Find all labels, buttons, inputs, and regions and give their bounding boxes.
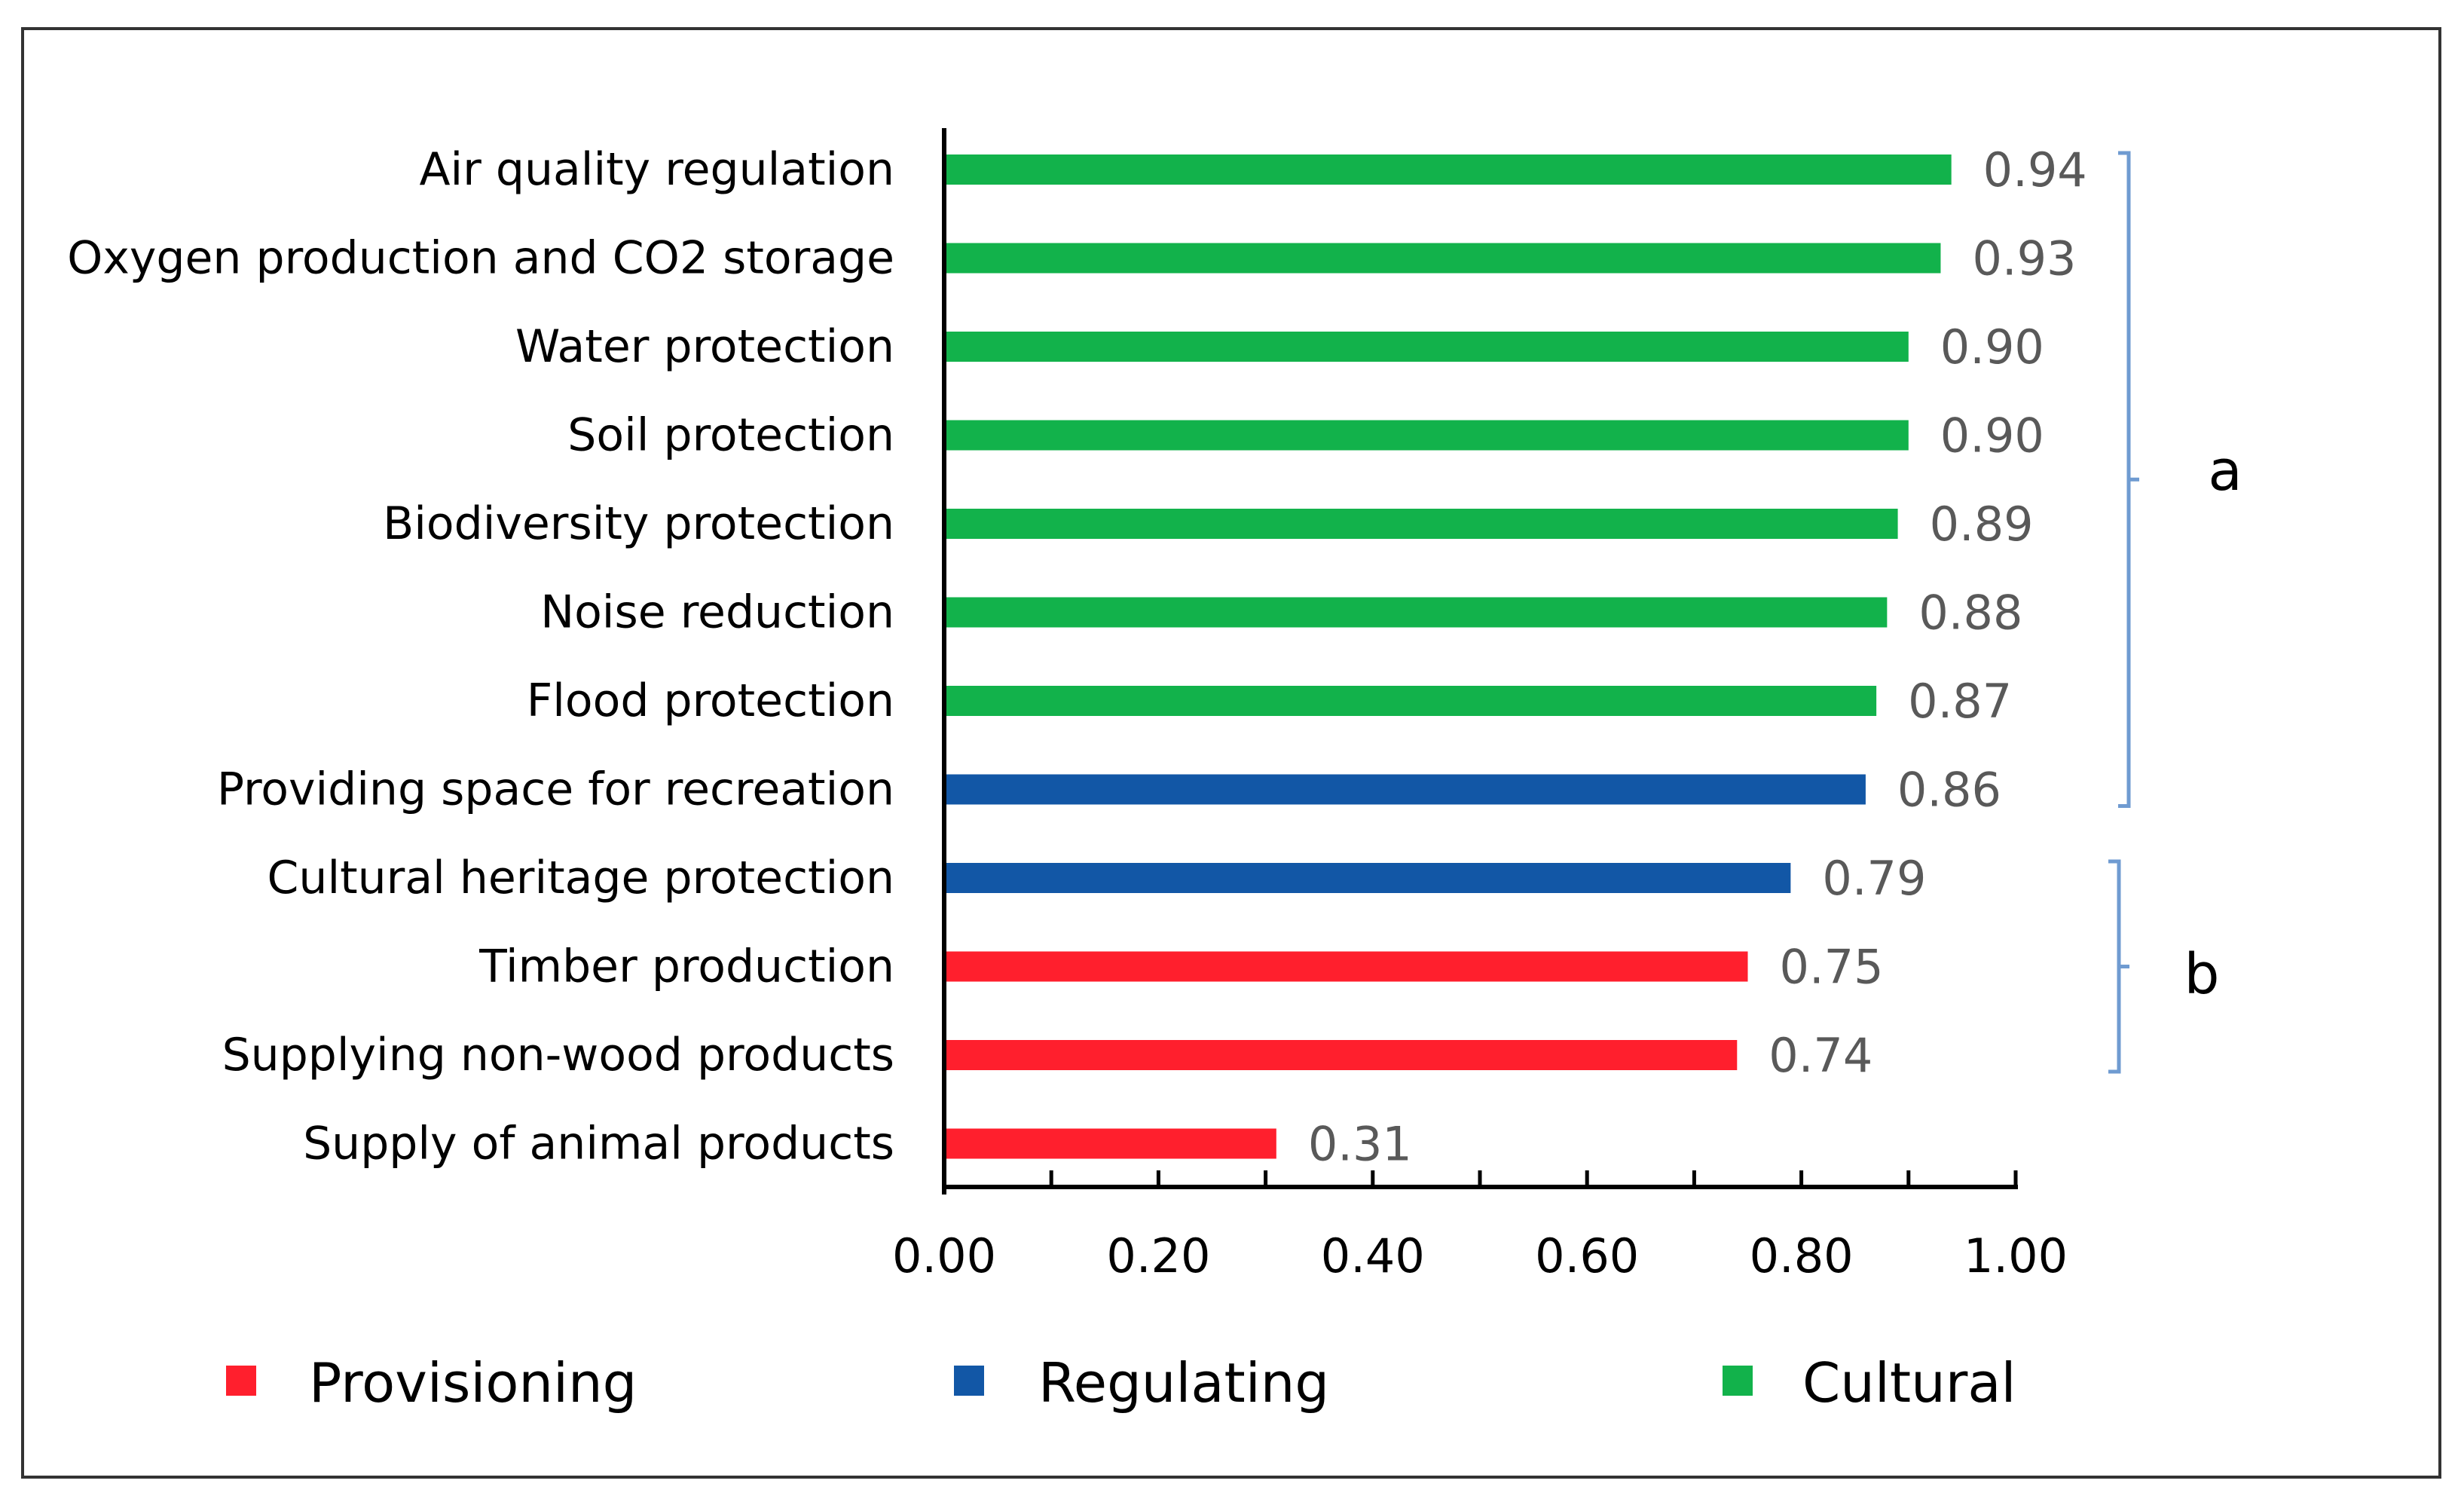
category-label-providing-space-for-recreation: Providing space for recreation (217, 763, 894, 816)
x-axis: 0.00 0.20 0.40 0.60 0.80 1.00 (892, 128, 2068, 1283)
category-label-flood-protection: Flood protection (527, 674, 894, 727)
value-label-supplying-non-wood-products: 0.74 (1769, 1028, 1872, 1083)
value-label-air-quality-regulation: 0.94 (1983, 142, 2087, 197)
value-label-oxygen-production-and-co2-storage: 0.93 (1972, 231, 2076, 286)
value-label-noise-reduction: 0.88 (1918, 586, 2022, 641)
legend: Provisioning Regulating Cultural (226, 1351, 2016, 1415)
value-label-providing-space-for-recreation: 0.86 (1897, 763, 2001, 818)
bar-cultural-heritage-protection (944, 863, 1791, 893)
x-tick-label-0-60: 0.60 (1535, 1228, 1639, 1283)
legend-label-regulating: Regulating (1038, 1351, 1329, 1415)
legend-swatch-regulating (954, 1366, 984, 1396)
category-label-water-protection: Water protection (515, 320, 894, 373)
bar-providing-space-for-recreation (944, 774, 1866, 805)
value-label-supply-of-animal-products: 0.31 (1308, 1117, 1412, 1172)
category-label-supplying-non-wood-products: Supplying non-wood products (222, 1029, 894, 1081)
x-tick-label-1-00: 1.00 (1964, 1228, 2068, 1283)
legend-label-provisioning: Provisioning (309, 1351, 637, 1415)
x-tick-label-0-40: 0.40 (1321, 1228, 1425, 1283)
legend-swatch-provisioning (226, 1366, 256, 1396)
value-label-water-protection: 0.90 (1940, 320, 2044, 375)
x-tick-label-0-20: 0.20 (1106, 1228, 1210, 1283)
x-tick-label-0-00: 0.00 (892, 1228, 996, 1283)
category-label-supply-of-animal-products: Supply of animal products (303, 1118, 894, 1170)
bar-water-protection (944, 332, 1909, 362)
category-labels: Air quality regulation Oxygen production … (67, 143, 894, 1170)
bar-supply-of-animal-products (944, 1128, 1276, 1159)
category-label-biodiversity-protection: Biodiversity protection (383, 497, 894, 550)
category-label-soil-protection: Soil protection (567, 409, 894, 462)
value-label-timber-production: 0.75 (1780, 940, 1884, 995)
bar-air-quality-regulation (944, 154, 1952, 185)
x-tick-label-0-80: 0.80 (1750, 1228, 1854, 1283)
bars-layer: 0.94 0.93 0.90 0.90 0.89 0.88 0.87 0.86 0.79 0.75… (944, 142, 2087, 1172)
bar-biodiversity-protection (944, 509, 1898, 539)
category-label-noise-reduction: Noise reduction (540, 586, 894, 639)
category-label-oxygen-production-and-co2-storage: Oxygen production and CO2 storage (67, 232, 894, 285)
category-label-cultural-heritage-protection: Cultural heritage protection (267, 852, 894, 904)
category-label-timber-production: Timber production (478, 941, 894, 993)
legend-swatch-cultural (1723, 1366, 1753, 1396)
bar-supplying-non-wood-products (944, 1040, 1738, 1070)
group-label-a: a (2208, 439, 2242, 503)
bar-noise-reduction (944, 597, 1888, 628)
bar-soil-protection (944, 420, 1909, 451)
group-label-b: b (2184, 942, 2220, 1007)
category-label-air-quality-regulation: Air quality regulation (419, 143, 894, 196)
bar-flood-protection (944, 686, 1877, 716)
bracket-group-b (2108, 859, 2129, 1074)
value-label-flood-protection: 0.87 (1908, 674, 2012, 729)
bar-timber-production (944, 951, 1748, 982)
group-brackets: ab (2108, 151, 2242, 1074)
bar-oxygen-production-and-co2-storage (944, 243, 1941, 274)
bracket-group-a (2118, 151, 2139, 808)
value-label-cultural-heritage-protection: 0.79 (1822, 851, 1926, 906)
legend-label-cultural: Cultural (1802, 1351, 2016, 1415)
value-label-biodiversity-protection: 0.89 (1930, 497, 2034, 552)
value-label-soil-protection: 0.90 (1940, 408, 2044, 463)
